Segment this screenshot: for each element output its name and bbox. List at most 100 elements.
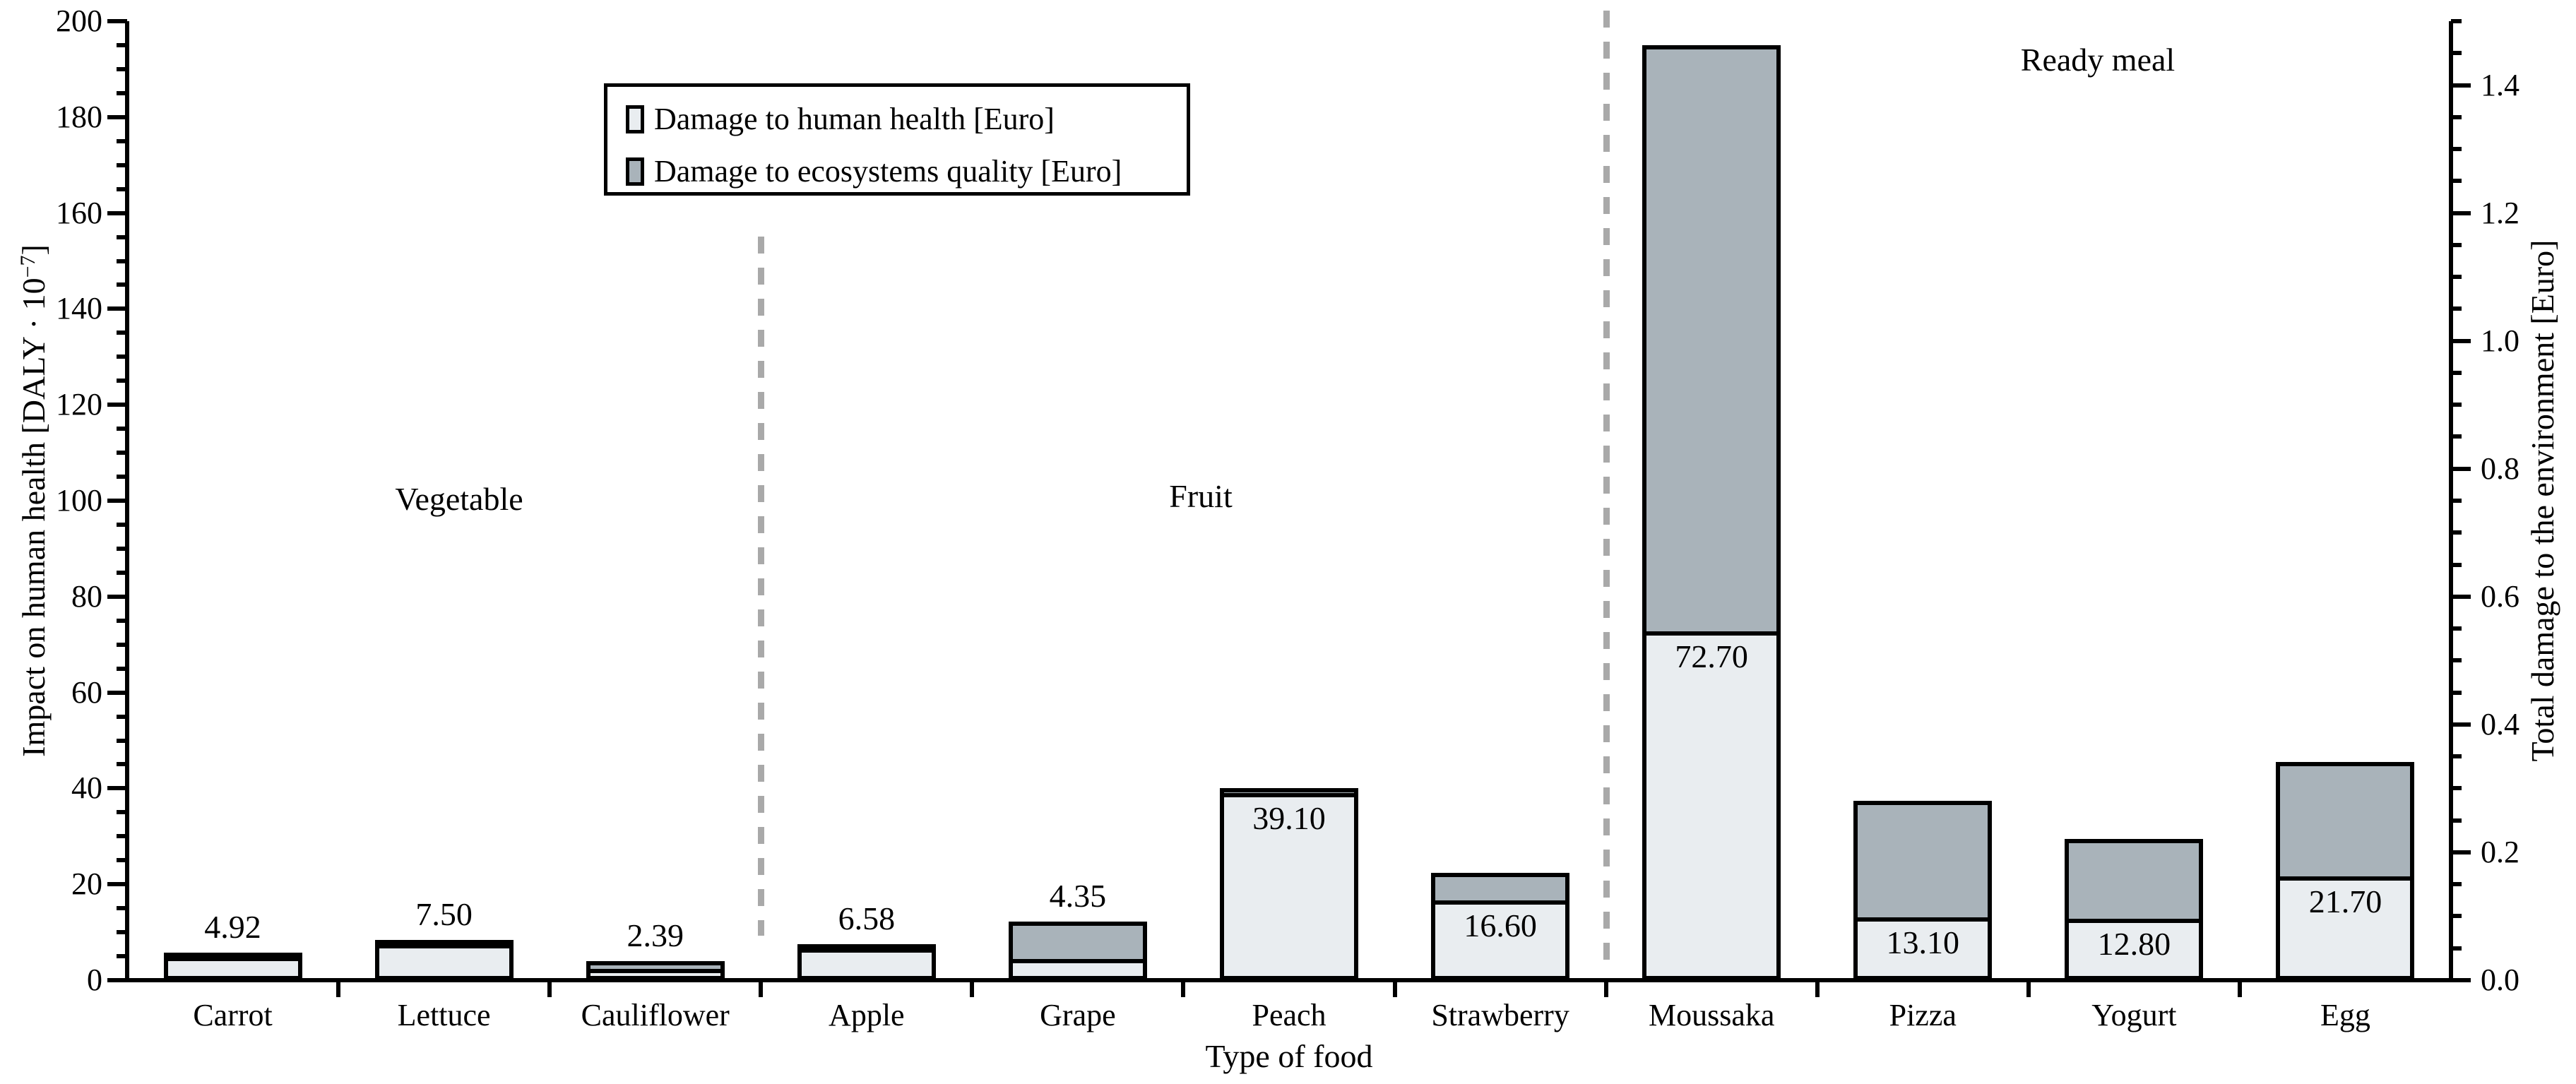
legend-swatch-human-health: [626, 105, 644, 133]
right-axis-minor-tick: [2451, 626, 2462, 631]
left-axis-title-suffix: ]: [16, 244, 52, 256]
x-axis-tick: [336, 980, 341, 997]
left-axis-minor-tick: [117, 451, 127, 455]
left-axis-tick-label: 180: [56, 99, 102, 134]
x-axis-tick: [1392, 980, 1397, 997]
x-axis-spine: [112, 978, 2464, 982]
left-axis-major-tick: [107, 306, 127, 311]
bar-ecosystems-segment: [163, 952, 302, 957]
right-axis-minor-tick: [2451, 786, 2462, 791]
left-axis-spine: [125, 21, 129, 982]
bar-ecosystems-segment: [1431, 872, 1570, 901]
left-axis-major-tick: [107, 882, 127, 887]
right-axis-major-tick: [2451, 594, 2471, 599]
right-axis-minor-tick: [2451, 19, 2462, 23]
right-axis-minor-tick: [2451, 306, 2462, 311]
bar-human-health-segment: [586, 968, 725, 980]
group-label: Ready meal: [2020, 42, 2176, 78]
left-axis-minor-tick: [117, 906, 127, 911]
bar-human-health-segment: [374, 944, 514, 980]
left-axis-major-tick: [107, 690, 127, 695]
right-axis-tick-label: 1.4: [2481, 67, 2519, 102]
bar-value-label: 72.70: [1675, 638, 1748, 675]
left-axis-major-tick: [107, 19, 127, 23]
bar-value-label: 21.70: [2308, 883, 2382, 919]
left-axis-minor-tick: [117, 282, 127, 287]
left-axis-tick-label: 80: [71, 578, 102, 614]
bar-value-label: 12.80: [2097, 926, 2171, 963]
right-axis-title: Total damage to the environment [Euro]: [2524, 239, 2560, 762]
right-axis-major-tick: [2451, 83, 2471, 88]
x-axis-tick: [1603, 980, 1608, 997]
group-label: Fruit: [1169, 478, 1233, 514]
left-axis-major-tick: [107, 499, 127, 503]
left-axis-minor-tick: [117, 258, 127, 263]
left-axis-minor-tick: [117, 570, 127, 575]
x-axis-tick: [970, 980, 975, 997]
left-axis-minor-tick: [117, 138, 127, 143]
left-axis-tick-label: 120: [56, 387, 102, 422]
category-label: Grape: [1040, 998, 1116, 1032]
left-axis-minor-tick: [117, 642, 127, 647]
group-label: Vegetable: [395, 481, 523, 517]
left-axis-major-tick: [107, 403, 127, 407]
right-axis-minor-tick: [2451, 51, 2462, 56]
left-axis-tick-label: 40: [71, 770, 102, 806]
bar-ecosystems-segment: [2276, 762, 2415, 876]
right-axis-minor-tick: [2451, 658, 2462, 663]
right-axis-minor-tick: [2451, 499, 2462, 503]
bar-human-health-segment: [1853, 917, 1993, 980]
left-axis-tick-label: 140: [56, 291, 102, 326]
left-axis-minor-tick: [117, 738, 127, 743]
x-axis-tick: [547, 980, 552, 997]
category-label: Pizza: [1889, 998, 1957, 1032]
right-axis-minor-tick: [2451, 914, 2462, 919]
left-axis-tick-label: 100: [56, 483, 102, 518]
category-label: Cauliflower: [581, 998, 730, 1032]
right-axis-minor-tick: [2451, 275, 2462, 280]
left-axis-minor-tick: [117, 762, 127, 767]
group-separator-dashed-line: [1603, 11, 1610, 969]
bar-human-health-segment: [2065, 919, 2204, 980]
category-label: Lettuce: [397, 998, 491, 1032]
left-axis-title-prefix: Impact on human health [DALY · 10: [16, 278, 52, 757]
left-axis-tick-label: 160: [56, 195, 102, 230]
bar-human-health-segment: [2276, 876, 2415, 980]
left-axis-minor-tick: [117, 42, 127, 47]
left-axis-minor-tick: [117, 379, 127, 383]
legend-item-ecosystems: Damage to ecosystems quality [Euro]: [626, 152, 1122, 191]
bar-value-label: 13.10: [1886, 924, 1960, 961]
right-axis-minor-tick: [2451, 147, 2462, 152]
left-axis-minor-tick: [117, 834, 127, 839]
bar-human-health-segment: [1220, 792, 1358, 980]
left-axis-minor-tick: [117, 858, 127, 863]
left-axis-minor-tick: [117, 522, 127, 527]
x-axis-title: Type of food: [1205, 1038, 1373, 1074]
x-axis-tick: [1181, 980, 1186, 997]
bar-ecosystems-segment: [1853, 801, 1993, 918]
legend-item-human-health: Damage to human health [Euro]: [626, 100, 1055, 139]
legend-box: Damage to human health [Euro] Damage to …: [604, 83, 1190, 196]
right-axis-tick-label: 0.2: [2481, 834, 2519, 869]
left-axis-major-tick: [107, 594, 127, 599]
category-label: Yogurt: [2091, 998, 2177, 1032]
left-axis-minor-tick: [117, 714, 127, 719]
bar-ecosystems-segment: [1220, 787, 1358, 793]
left-axis-minor-tick: [117, 954, 127, 959]
left-axis-minor-tick: [117, 162, 127, 167]
left-axis-minor-tick: [117, 234, 127, 239]
bar-ecosystems-segment: [374, 940, 514, 945]
left-axis-minor-tick: [117, 930, 127, 935]
right-axis-major-tick: [2451, 338, 2471, 343]
right-axis-minor-tick: [2451, 562, 2462, 567]
category-label: Strawberry: [1431, 998, 1569, 1032]
bar-ecosystems-segment: [1642, 44, 1781, 632]
bar-human-health-segment: [797, 948, 936, 980]
left-axis-minor-tick: [117, 546, 127, 551]
bar-human-health-segment: [1008, 959, 1147, 980]
right-axis-minor-tick: [2451, 818, 2462, 823]
left-axis-minor-tick: [117, 666, 127, 671]
bar-human-health-segment: [1642, 631, 1781, 980]
bar-human-health-segment: [1431, 900, 1570, 980]
